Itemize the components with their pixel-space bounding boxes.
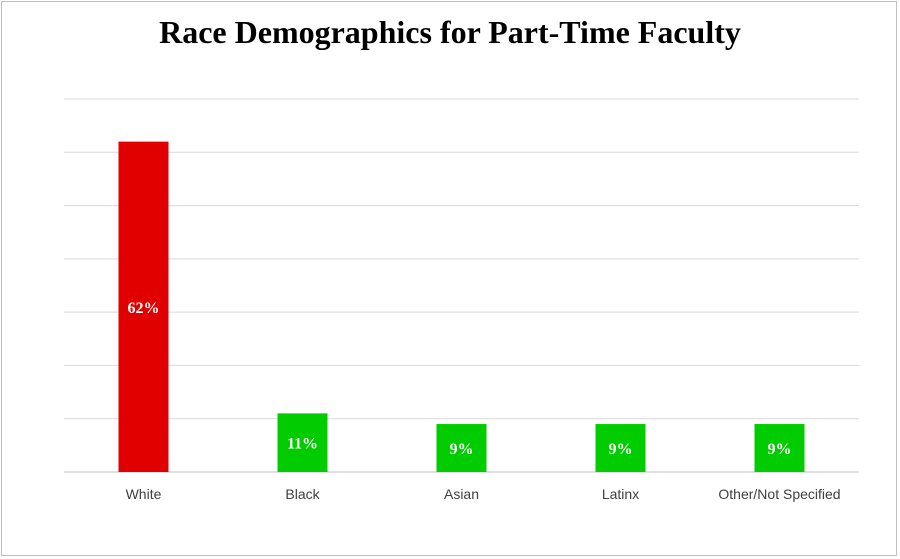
data-label: 11% <box>287 436 318 453</box>
bar-other-not-specified <box>754 424 805 472</box>
bar-asian <box>436 424 487 472</box>
category-label: Other/Not Specified <box>718 486 840 502</box>
category-label: White <box>126 486 162 502</box>
bar-black <box>277 413 328 472</box>
category-label: Asian <box>444 486 479 502</box>
bar-white <box>118 141 169 472</box>
bar-latinx <box>595 424 646 472</box>
data-label: 62% <box>128 300 160 317</box>
chart-title: Race Demographics for Part-Time Faculty <box>159 14 741 50</box>
data-label: 9% <box>450 441 474 458</box>
category-label: Latinx <box>602 486 639 502</box>
data-label: 9% <box>609 441 633 458</box>
data-label: 9% <box>768 441 792 458</box>
category-label: Black <box>285 486 320 502</box>
